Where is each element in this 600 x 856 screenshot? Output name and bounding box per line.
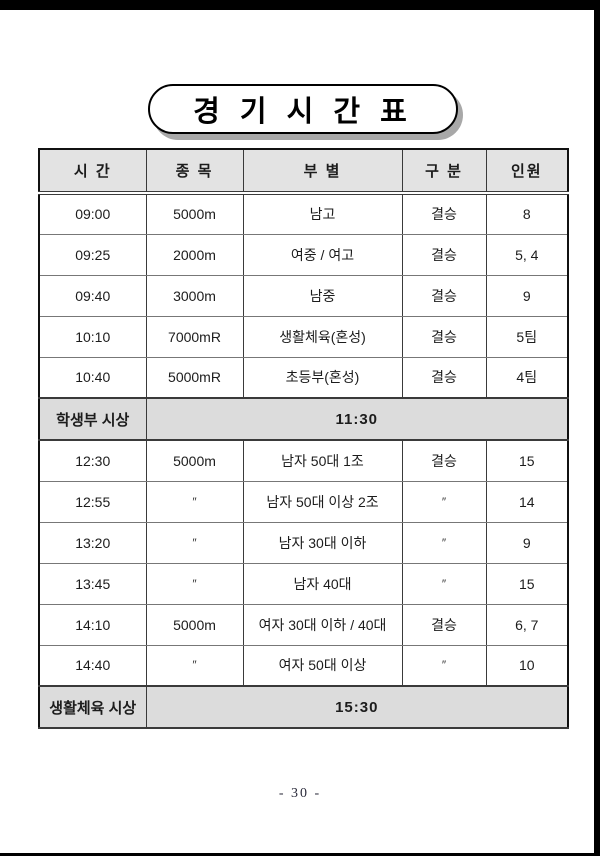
cell-event: 3000m — [145, 274, 244, 317]
column-header-count: 인원 — [485, 149, 569, 195]
cell-count: 10 — [485, 644, 569, 687]
cell-division: 여자 30대 이하 / 40대 — [242, 603, 403, 646]
cell-event: 5000mR — [145, 356, 244, 399]
cell-category: ″ — [401, 562, 487, 605]
cell-division: 생활체육(혼성) — [242, 315, 403, 358]
cell-count: 9 — [485, 274, 569, 317]
page-title-box: 경 기 시 간 표 — [148, 84, 458, 134]
section-row: 생활체육 시상 15:30 — [38, 685, 569, 729]
cell-category: ″ — [401, 480, 487, 523]
cell-time: 09:40 — [38, 274, 147, 317]
cell-time: 09:25 — [38, 233, 147, 276]
cell-count: 15 — [485, 562, 569, 605]
cell-time: 14:10 — [38, 603, 147, 646]
table-row: 14:40 ″ 여자 50대 이상 ″ 10 — [38, 644, 569, 687]
column-header-time: 시 간 — [38, 149, 147, 195]
section-label: 학생부 시상 — [38, 397, 147, 441]
cell-count: 15 — [485, 439, 569, 482]
cell-event: 5000m — [145, 603, 244, 646]
cell-division: 남고 — [242, 192, 403, 235]
cell-event: ″ — [145, 562, 244, 605]
cell-category: 결승 — [401, 274, 487, 317]
cell-count: 4팀 — [485, 356, 569, 399]
cell-division: 남자 40대 — [242, 562, 403, 605]
table-row: 09:00 5000m 남고 결승 8 — [38, 192, 569, 235]
cell-event: 5000m — [145, 439, 244, 482]
cell-category: 결승 — [401, 439, 487, 482]
cell-count: 5, 4 — [485, 233, 569, 276]
cell-division: 여중 / 여고 — [242, 233, 403, 276]
cell-division: 여자 50대 이상 — [242, 644, 403, 687]
cell-division: 초등부(혼성) — [242, 356, 403, 399]
section-time: 11:30 — [145, 397, 569, 441]
cell-count: 8 — [485, 192, 569, 235]
cell-event: ″ — [145, 521, 244, 564]
cell-time: 14:40 — [38, 644, 147, 687]
cell-count: 14 — [485, 480, 569, 523]
column-header-event: 종 목 — [145, 149, 244, 195]
cell-category: 결승 — [401, 192, 487, 235]
column-header-division: 부 별 — [242, 149, 403, 195]
section-label: 생활체육 시상 — [38, 685, 147, 729]
cell-time: 13:45 — [38, 562, 147, 605]
cell-division: 남자 50대 1조 — [242, 439, 403, 482]
cell-category: 결승 — [401, 356, 487, 399]
cell-division: 남중 — [242, 274, 403, 317]
table-body: 09:00 5000m 남고 결승 8 09:25 2000m 여중 / 여고 결승 5, 4 09… — [38, 192, 569, 729]
table-row: 10:40 5000mR 초등부(혼성) 결승 4팀 — [38, 356, 569, 399]
page-title: 경 기 시 간 표 — [193, 96, 413, 128]
cell-category: 결승 — [401, 233, 487, 276]
cell-count: 9 — [485, 521, 569, 564]
cell-time: 12:30 — [38, 439, 147, 482]
table-row: 13:20 ″ 남자 30대 이하 ″ 9 — [38, 521, 569, 564]
cell-time: 12:55 — [38, 480, 147, 523]
page-number: - 30 - — [278, 786, 322, 801]
cell-event: ″ — [145, 644, 244, 687]
table-row: 12:30 5000m 남자 50대 1조 결승 15 — [38, 439, 569, 482]
cell-category: ″ — [401, 644, 487, 687]
scan-edge-bottom — [0, 853, 600, 856]
cell-category: ″ — [401, 521, 487, 564]
table-row: 09:40 3000m 남중 결승 9 — [38, 274, 569, 317]
cell-category: 결승 — [401, 603, 487, 646]
cell-event: 5000m — [145, 192, 244, 235]
cell-event: ″ — [145, 480, 244, 523]
cell-event: 2000m — [145, 233, 244, 276]
cell-time: 10:40 — [38, 356, 147, 399]
section-time: 15:30 — [145, 685, 569, 729]
cell-event: 7000mR — [145, 315, 244, 358]
cell-time: 09:00 — [38, 192, 147, 235]
table-row: 13:45 ″ 남자 40대 ″ 15 — [38, 562, 569, 605]
scan-edge-right — [594, 0, 600, 856]
cell-division: 남자 30대 이하 — [242, 521, 403, 564]
cell-division: 남자 50대 이상 2조 — [242, 480, 403, 523]
cell-time: 13:20 — [38, 521, 147, 564]
table-row: 09:25 2000m 여중 / 여고 결승 5, 4 — [38, 233, 569, 276]
column-header-category: 구 분 — [401, 149, 487, 195]
table-row: 14:10 5000m 여자 30대 이하 / 40대 결승 6, 7 — [38, 603, 569, 646]
section-row: 학생부 시상 11:30 — [38, 397, 569, 441]
cell-count: 6, 7 — [485, 603, 569, 646]
cell-time: 10:10 — [38, 315, 147, 358]
table-row: 12:55 ″ 남자 50대 이상 2조 ″ 14 — [38, 480, 569, 523]
table-row: 10:10 7000mR 생활체육(혼성) 결승 5팀 — [38, 315, 569, 358]
cell-category: 결승 — [401, 315, 487, 358]
scan-edge-top — [0, 0, 600, 10]
cell-count: 5팀 — [485, 315, 569, 358]
